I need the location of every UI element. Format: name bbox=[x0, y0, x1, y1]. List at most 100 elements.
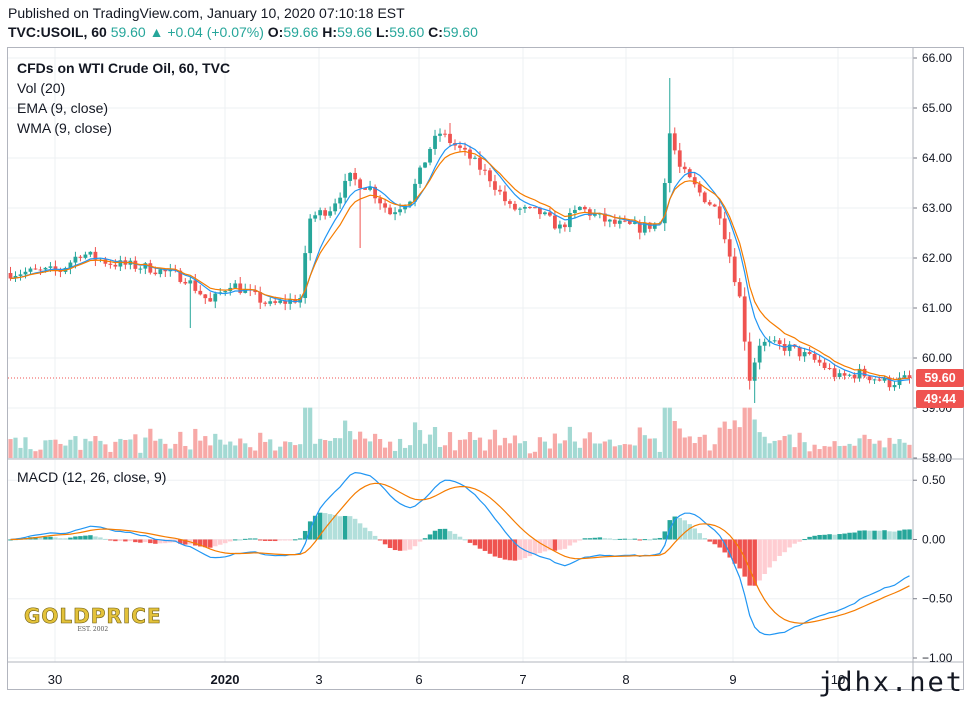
legend-macd[interactable]: MACD (12, 26, close, 9) bbox=[17, 469, 167, 485]
candle-body bbox=[802, 352, 807, 357]
macd-histogram-bar bbox=[58, 538, 63, 540]
macd-histogram-bar bbox=[148, 539, 153, 544]
macd-histogram-bar bbox=[133, 539, 138, 543]
macd-histogram-bar bbox=[8, 539, 13, 541]
candle-body bbox=[53, 266, 58, 270]
macd-histogram-bar bbox=[777, 539, 782, 556]
candle-body bbox=[43, 267, 48, 270]
macd-histogram-bar bbox=[88, 535, 93, 540]
macd-histogram-bar bbox=[827, 534, 832, 540]
open-label: O: bbox=[267, 24, 284, 40]
candle-body bbox=[902, 375, 907, 378]
volume-bar bbox=[707, 450, 712, 458]
macd-histogram-bar bbox=[772, 539, 777, 562]
macd-histogram-bar bbox=[242, 538, 248, 540]
candle-body bbox=[388, 207, 392, 215]
macd-histogram-bar bbox=[887, 531, 892, 540]
volume-bar bbox=[377, 439, 383, 458]
candle-body bbox=[503, 191, 507, 202]
macd-histogram-bar bbox=[93, 536, 98, 540]
macd-histogram-bar bbox=[427, 534, 433, 540]
macd-histogram-bar bbox=[302, 530, 308, 540]
macd-histogram-bar bbox=[807, 536, 812, 540]
volume-bar bbox=[18, 447, 23, 458]
macd-histogram-bar bbox=[817, 534, 822, 540]
candle-body bbox=[727, 239, 732, 257]
candle-body bbox=[787, 344, 792, 351]
candle-body bbox=[722, 218, 727, 240]
candle-body bbox=[373, 186, 377, 199]
volume-bar bbox=[757, 432, 762, 458]
legend-vol[interactable]: Vol (20) bbox=[17, 80, 66, 96]
macd-histogram-bar bbox=[597, 537, 603, 540]
legend-ema[interactable]: EMA (9, close) bbox=[17, 100, 109, 116]
candle-body bbox=[338, 197, 343, 204]
published-line: Published on TradingView.com, January 10… bbox=[8, 5, 405, 21]
volume-bar bbox=[622, 444, 627, 458]
chart-title[interactable]: CFDs on WTI Crude Oil, 60, TVC bbox=[17, 60, 231, 76]
candle-body bbox=[692, 177, 697, 185]
macd-histogram-bar bbox=[622, 538, 628, 540]
last-price-badge-text: 59.60 bbox=[924, 371, 955, 385]
legend-wma[interactable]: WMA (9, close) bbox=[17, 120, 112, 136]
macd-histogram-bar bbox=[372, 535, 378, 540]
price-change: +0.04 (+0.07%) bbox=[167, 24, 264, 40]
candle-body bbox=[533, 207, 537, 209]
volume-bar bbox=[607, 439, 612, 458]
macd-histogram-bar bbox=[123, 539, 128, 542]
chart-frame bbox=[7, 47, 964, 690]
candle-body bbox=[13, 275, 18, 279]
candle-body bbox=[343, 180, 348, 198]
candle-body bbox=[702, 192, 707, 203]
candle-body bbox=[887, 377, 892, 388]
candle-body bbox=[807, 352, 812, 354]
volume-bar bbox=[278, 446, 283, 458]
macd-histogram-bar bbox=[877, 530, 882, 540]
macd-histogram-bar bbox=[702, 537, 707, 540]
volume-bar bbox=[782, 435, 787, 458]
candle-body bbox=[133, 260, 138, 269]
volume-bar bbox=[108, 451, 113, 458]
countdown-badge: 49:44 bbox=[916, 390, 964, 408]
macd-histogram-bar bbox=[767, 539, 772, 568]
candle-body bbox=[652, 223, 657, 229]
volume-bar bbox=[402, 447, 408, 458]
volume-bar bbox=[792, 447, 797, 458]
signal-line bbox=[10, 482, 910, 624]
macd-histogram-bar bbox=[907, 529, 912, 540]
volume-bar bbox=[652, 438, 657, 458]
macd-histogram-bar bbox=[277, 539, 283, 541]
macd-histogram-bar bbox=[257, 539, 263, 541]
candle-body bbox=[253, 290, 258, 293]
volume-bar bbox=[837, 446, 842, 458]
candle-body bbox=[677, 150, 682, 167]
volume-bar bbox=[188, 449, 193, 458]
candle-body bbox=[707, 202, 712, 205]
volume-bar bbox=[43, 440, 48, 458]
macd-histogram-bar bbox=[552, 539, 558, 551]
candle-body bbox=[88, 251, 93, 255]
candle-body bbox=[752, 362, 757, 381]
macd-histogram-bar bbox=[73, 536, 78, 540]
candle-body bbox=[383, 203, 387, 208]
symbol[interactable]: TVC:USOIL, 60 bbox=[8, 24, 107, 40]
macd-histogram-bar bbox=[108, 539, 113, 541]
volume-bar bbox=[148, 428, 153, 458]
volume-bar bbox=[737, 427, 742, 458]
macd-histogram-bar bbox=[682, 520, 687, 540]
macd-histogram-bar bbox=[852, 532, 857, 540]
macd-histogram-bar bbox=[547, 539, 553, 551]
macd-histogram-bar bbox=[847, 532, 852, 540]
volume-bar bbox=[143, 437, 148, 458]
volume-bar bbox=[802, 442, 807, 458]
macd-histogram-bar bbox=[387, 539, 393, 548]
volume-bar bbox=[452, 450, 458, 458]
macd-histogram-bar bbox=[492, 539, 498, 557]
candle-body bbox=[877, 379, 882, 381]
volume-bar bbox=[363, 438, 368, 458]
time-tick-label: 7 bbox=[519, 672, 526, 687]
volume-bar bbox=[372, 433, 378, 458]
candle-body bbox=[478, 157, 482, 170]
candle-body bbox=[622, 220, 627, 222]
